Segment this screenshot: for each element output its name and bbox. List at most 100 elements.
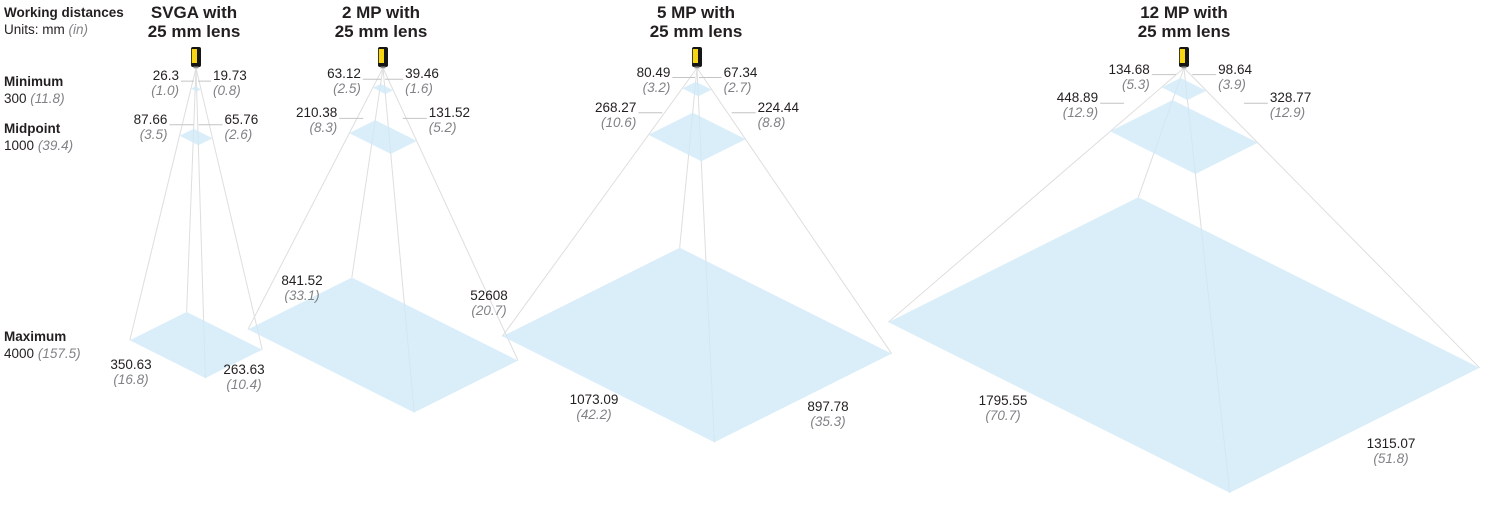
legend-row-maximum: Maximum 4000 (157.5) [4, 329, 81, 361]
camera-face [692, 49, 698, 63]
fov-value-mm: 52608 [470, 288, 508, 303]
fov-height-label-mid-svga: 65.76 (2.6) [225, 112, 365, 142]
fov-height-label-min-5mp: 67.34 (2.7) [724, 65, 864, 95]
fov-width-label-mid-5mp: 268.27 (10.6) [496, 100, 636, 130]
fov-plane-min-12mp [1161, 77, 1207, 101]
fov-width-label-max-12mp: 1795.55 (70.7) [933, 393, 1073, 423]
camera-lens-base [193, 66, 199, 69]
fov-height-label-mid-5mp: 224.44 (8.8) [758, 100, 898, 130]
fov-value-mm: 897.78 [807, 399, 849, 414]
fov-value-in: (16.8) [113, 372, 149, 387]
fov-height-label-min-12mp: 98.64 (3.9) [1218, 62, 1358, 92]
fov-plane-min-5mp [682, 81, 712, 97]
fov-value-mm: 1073.09 [569, 392, 619, 407]
fov-value-mm: 268.27 [595, 99, 637, 115]
fov-width-label-mid-12mp: 448.89 (12.9) [958, 90, 1098, 120]
column-title-svga: SVGA with 25 mm lens [147, 3, 241, 41]
fov-plane-max-5mp [502, 247, 892, 443]
fov-value-mm: 98.64 [1218, 61, 1252, 77]
fov-value-in: (1.0) [151, 83, 180, 99]
fov-value-in: (0.8) [212, 83, 241, 99]
fov-plane-max-svga [129, 311, 263, 379]
fov-ray-2mp-2 [382, 67, 519, 361]
legend-header: Working distances Units: mm (in) [4, 5, 124, 38]
fov-ray-2mp-1 [351, 67, 384, 278]
fov-plane-max-2mp [248, 277, 518, 413]
column-title-2mp: 2 MP with 25 mm lens [334, 3, 428, 41]
fov-height-label-min-svga: 19.73 (0.8) [213, 68, 353, 98]
fov-value-in: (51.8) [1373, 451, 1409, 466]
fov-plane-mid-12mp [1110, 100, 1258, 174]
fov-width-label-min-5mp: 80.49 (3.2) [530, 64, 671, 95]
fov-width-label-max-2mp: 841.52 (33.1) [232, 273, 372, 303]
fov-ray-svga-0 [129, 67, 197, 341]
fov-plane-mid-svga [179, 128, 213, 146]
camera-lens-base [694, 66, 700, 69]
fov-value-mm: 1795.55 [978, 393, 1028, 408]
legend-title: Working distances [4, 5, 124, 20]
fov-ray-svga-2 [195, 67, 263, 350]
fov-height-label-max-2mp: 52608 (20.7) [419, 288, 559, 318]
fov-width-label-mid-svga: 87.66 (3.5) [27, 112, 168, 142]
fov-width-label-mid-2mp: 210.38 (8.3) [197, 105, 337, 135]
fov-value-in: (8.8) [757, 114, 786, 130]
fov-ray-2mp-0 [247, 67, 384, 330]
fov-ray-12mp-2 [1183, 67, 1480, 369]
fov-value-mm: 841.52 [281, 273, 323, 288]
fov-value-in: (2.6) [224, 126, 253, 142]
fov-value-in: (12.9) [1269, 105, 1306, 121]
fov-value-mm: 26.3 [152, 68, 180, 84]
fov-value-mm: 350.63 [110, 357, 152, 372]
fov-value-in: (8.3) [309, 120, 338, 136]
fov-value-mm: 263.63 [223, 362, 265, 377]
camera-face [378, 49, 384, 63]
fov-value-mm: 131.52 [428, 105, 471, 121]
fov-plane-min-2mp [372, 83, 394, 95]
fov-value-mm: 134.68 [1108, 61, 1150, 77]
legend-units: Units: mm (in) [4, 21, 89, 37]
camera-sensor-icon [378, 47, 388, 69]
fov-value-mm: 80.49 [636, 64, 671, 80]
column-title-12mp: 12 MP with 25 mm lens [1137, 3, 1231, 41]
fov-plane-mid-5mp [648, 112, 746, 162]
camera-face [191, 49, 197, 63]
fov-height-label-mid-12mp: 328.77 (12.9) [1270, 90, 1410, 120]
fov-height-label-mid-2mp: 131.52 (5.2) [429, 105, 569, 135]
fov-value-mm: 63.12 [327, 66, 361, 82]
legend-row-midpoint: Midpoint 1000 (39.4) [4, 121, 74, 153]
fov-value-in: (2.7) [723, 79, 752, 95]
fov-value-in: (35.3) [810, 414, 846, 429]
fov-value-in: (2.5) [333, 81, 361, 97]
fov-value-in: (3.2) [642, 79, 671, 95]
fov-ray-5mp-0 [501, 67, 698, 337]
legend-row-minimum: Minimum 300 (11.8) [4, 74, 65, 106]
camera-sensor-icon [1179, 47, 1189, 69]
fov-value-mm: 224.44 [757, 99, 799, 115]
fov-value-in: (3.5) [139, 126, 168, 142]
fov-value-in: (5.3) [1122, 76, 1150, 92]
fov-width-label-min-svga: 26.3 (1.0) [39, 68, 179, 98]
fov-value-in: (10.6) [601, 114, 637, 130]
fov-value-mm: 65.76 [224, 111, 259, 127]
fov-value-in: (1.6) [405, 81, 433, 97]
fov-value-mm: 67.34 [723, 64, 758, 80]
fov-width-label-max-5mp: 1073.09 (42.2) [524, 392, 664, 422]
fov-height-label-max-5mp: 897.78 (35.3) [758, 399, 898, 429]
camera-lens-base [380, 66, 386, 69]
camera-face [1179, 49, 1185, 63]
fov-value-mm: 210.38 [295, 105, 338, 121]
camera-sensor-icon [191, 47, 201, 69]
fov-value-in: (33.1) [284, 288, 320, 303]
fov-value-in: (5.2) [428, 120, 457, 136]
fov-value-mm: 1315.07 [1366, 436, 1416, 451]
fov-width-label-max-svga: 350.63 (16.8) [61, 357, 201, 387]
fov-value-in: (10.4) [226, 377, 262, 392]
fov-plane-max-12mp [888, 197, 1480, 493]
fov-height-label-max-svga: 263.63 (10.4) [174, 362, 314, 392]
fov-value-mm: 328.77 [1269, 90, 1312, 106]
fov-width-label-min-12mp: 134.68 (5.3) [1010, 62, 1150, 92]
column-title-5mp: 5 MP with 25 mm lens [649, 3, 743, 41]
fov-value-mm: 448.89 [1056, 90, 1099, 106]
fov-value-mm: 39.46 [405, 66, 439, 82]
